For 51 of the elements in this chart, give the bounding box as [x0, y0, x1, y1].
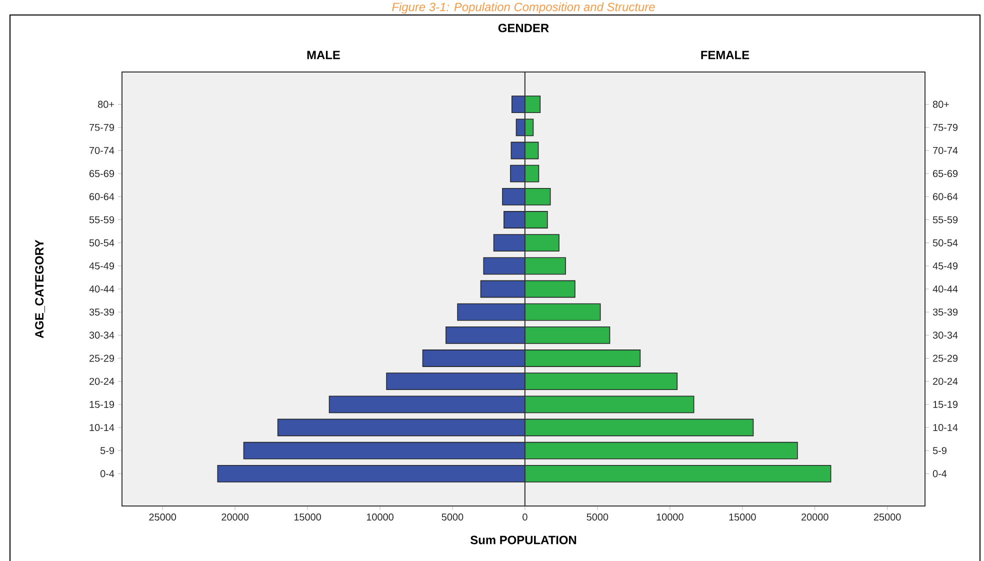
chart-title: FEMALE	[701, 50, 750, 60]
y-tick-label: 55-59	[932, 216, 958, 224]
y-tick-label: 40-44	[89, 285, 114, 293]
y-tick-label: 25-29	[89, 354, 114, 362]
y-tick-label: 65-69	[89, 170, 114, 178]
x-tick-label: 25000	[149, 514, 176, 521]
x-tick-label: 0	[522, 514, 528, 521]
y-tick-label: 20-24	[933, 378, 958, 385]
chart-title: MALE	[307, 50, 340, 60]
y-tick-label: 75-79	[933, 124, 958, 131]
x-tick-label: 10000	[366, 514, 394, 521]
y-tick-label: 10-14	[933, 424, 958, 432]
y-tick-label: 50-54	[932, 239, 958, 246]
y-tick-label: 40-44	[932, 285, 958, 293]
y-tick-label: 60-64	[933, 193, 958, 200]
y-tick-label: 25-29	[933, 354, 958, 362]
x-tick-label: 25000	[874, 514, 901, 521]
y-tick-label: 55-59	[89, 216, 114, 224]
y-tick-label: 80+	[98, 100, 114, 108]
y-tick-label: 0-4	[100, 470, 114, 478]
y-axis-title: AGE_CATEGORY	[35, 240, 45, 338]
x-tick-label: 5000	[586, 514, 608, 521]
y-tick-label: 50-54	[89, 239, 114, 246]
y-tick-label: 15-19	[933, 400, 958, 408]
y-tick-label: 5-9	[100, 447, 114, 454]
y-tick-label: 70-74	[933, 146, 958, 154]
x-tick-label: 10000	[656, 514, 684, 521]
x-tick-label: 20000	[802, 514, 828, 521]
y-tick-label: 10-14	[90, 424, 114, 432]
y-tick-label: 80+	[932, 100, 949, 108]
y-tick-label: 30-34	[932, 332, 958, 339]
x-tick-label: 20000	[222, 514, 249, 521]
y-tick-label: 45-49	[932, 262, 958, 270]
y-tick-label: 60-64	[89, 193, 114, 200]
y-tick-label: 30-34	[89, 332, 114, 339]
y-tick-label: 5-9	[932, 447, 946, 454]
y-tick-label: 35-39	[89, 308, 114, 316]
y-tick-label: 75-79	[90, 124, 114, 131]
y-tick-label: 45-49	[89, 262, 114, 270]
x-axis-title: Sum POPULATION	[470, 536, 576, 544]
caption: Figure 3-1: Population Composition and Structure	[392, 2, 655, 14]
x-tick-label: 15000	[729, 514, 756, 521]
y-tick-label: 65-69	[933, 170, 958, 178]
y-tick-label: 35-39	[932, 308, 958, 316]
x-tick-label: 15000	[294, 514, 321, 521]
y-tick-label: 15-19	[90, 400, 114, 408]
y-tick-label: 20-24	[89, 378, 114, 385]
y-tick-label: 0-4	[932, 470, 947, 478]
x-tick-label: 5000	[442, 514, 464, 521]
y-tick-label: 70-74	[90, 146, 114, 154]
text: GENDER	[498, 24, 549, 32]
